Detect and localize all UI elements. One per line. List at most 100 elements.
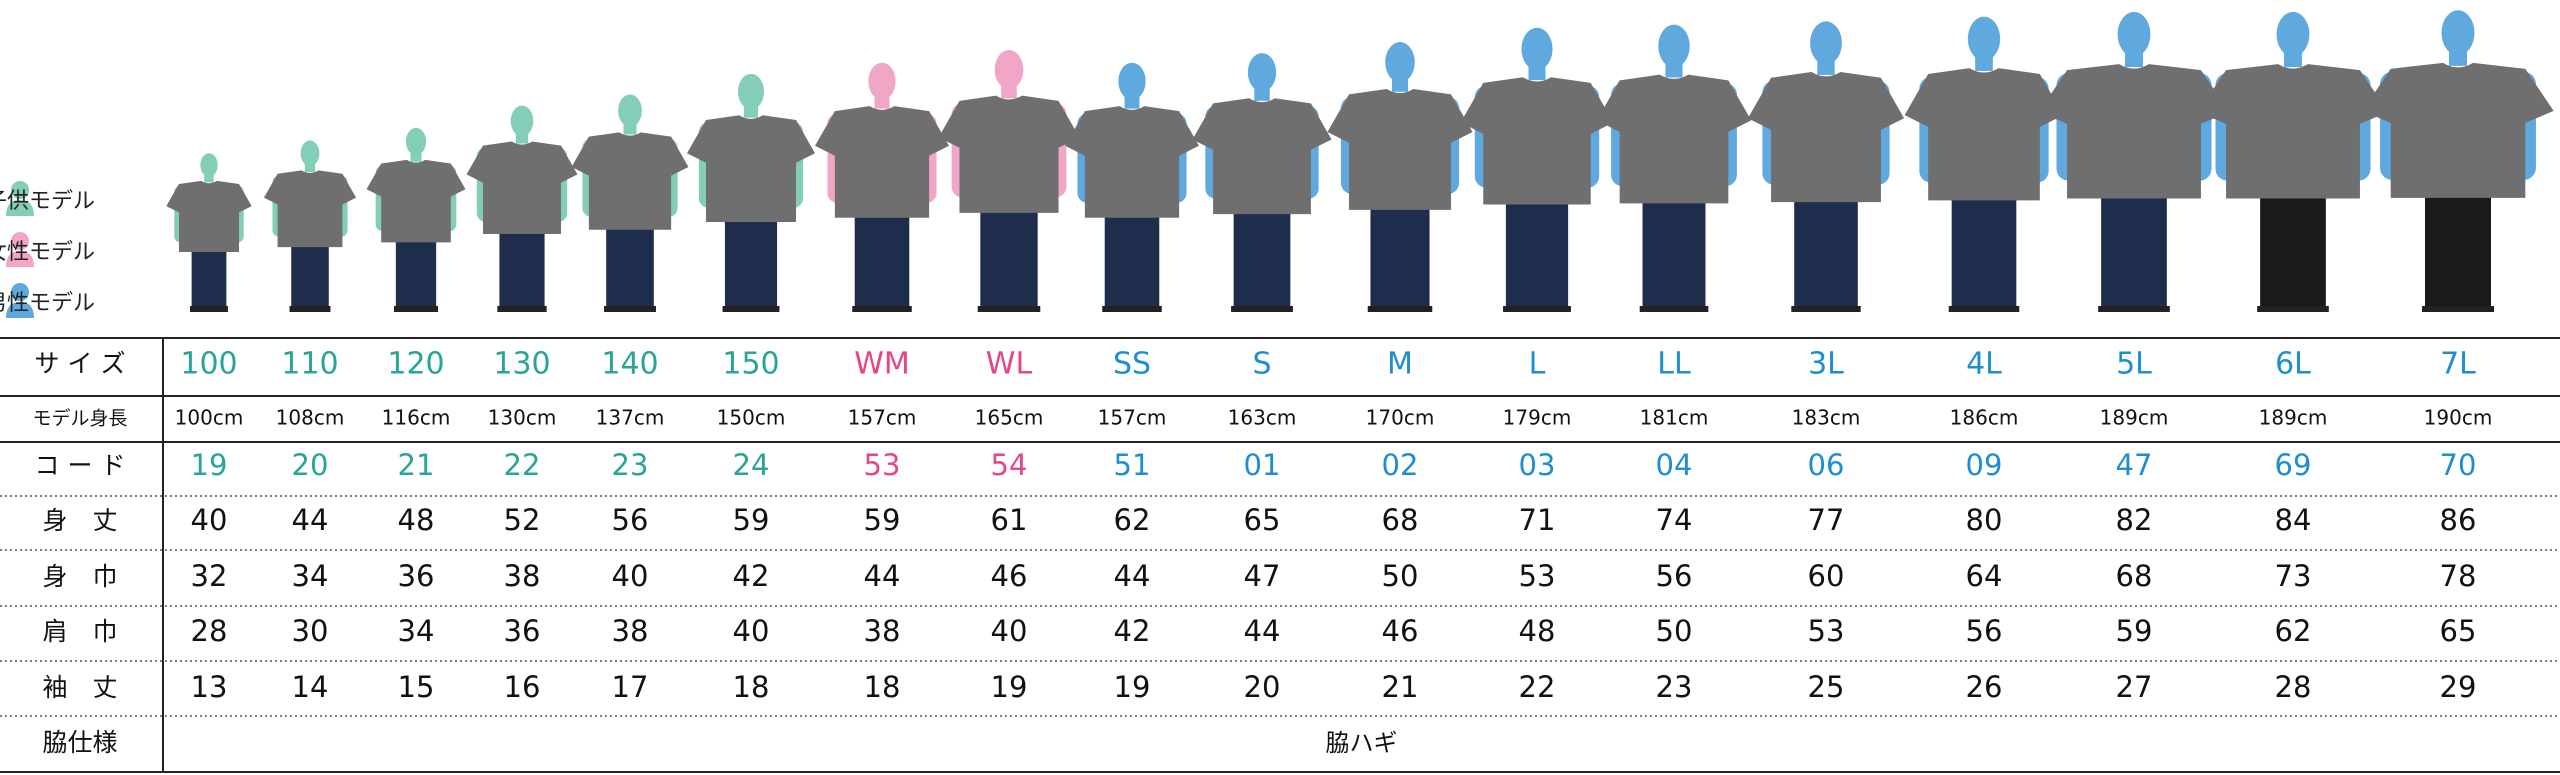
measurement: 44 (1114, 559, 1151, 593)
measurement: 44 (1244, 614, 1281, 648)
size-label: WL (986, 347, 1033, 382)
legend-icon-head (11, 283, 29, 301)
measurement: 34 (292, 559, 329, 593)
measurement: 47 (1244, 559, 1281, 593)
model-figure (1327, 42, 1473, 312)
figure-head (2276, 11, 2310, 57)
figure-shoes (497, 306, 547, 312)
product-code: 51 (1114, 448, 1151, 482)
model-height: 170cm (1366, 406, 1435, 430)
model-height: 163cm (1228, 406, 1297, 430)
model-figure (938, 49, 1080, 312)
figure-shirt (166, 180, 252, 252)
measurement: 46 (991, 559, 1028, 593)
model-height: 150cm (717, 406, 786, 430)
size-label: LL (1657, 347, 1691, 382)
figure-shoes (604, 306, 656, 312)
figure-head (2117, 11, 2151, 57)
measurement: 50 (1382, 559, 1419, 593)
figure-shoes (1231, 306, 1293, 312)
product-code: 69 (2275, 448, 2312, 482)
product-code: 53 (864, 448, 901, 482)
figure-shoes (2421, 306, 2495, 312)
measurement: 17 (612, 670, 649, 704)
figure-shoes (1503, 306, 1571, 312)
figure-shoes (722, 306, 780, 312)
figure-shoes (394, 306, 438, 312)
figure-shirt (1596, 74, 1752, 204)
measurement: 71 (1519, 503, 1556, 537)
figure-legs (291, 240, 329, 308)
figure-legs (1505, 193, 1569, 308)
figure-head (1118, 62, 1146, 100)
legend-icon-body (6, 200, 34, 216)
size-label: S (1252, 347, 1271, 382)
product-code: 47 (2116, 448, 2153, 482)
table-lines (0, 337, 2560, 773)
figure-shirt (1460, 77, 1614, 205)
model-height: 116cm (382, 406, 451, 430)
measurement: 68 (1382, 503, 1419, 537)
row-header: 身 巾 (42, 562, 117, 591)
measurement: 28 (2275, 670, 2312, 704)
figure-shoes (1102, 306, 1162, 312)
measurement: 60 (1808, 559, 1845, 593)
figure-shirt (263, 170, 357, 248)
measurement: 26 (1966, 670, 2003, 704)
row-header: コ ー ド (35, 451, 126, 480)
model-height: 157cm (1098, 406, 1167, 430)
measurement: 40 (733, 614, 770, 648)
measurement: 40 (612, 559, 649, 593)
figure-shirt (938, 95, 1080, 213)
measurement: 65 (2440, 614, 2477, 648)
measurement: 48 (398, 503, 435, 537)
model-height: 186cm (1950, 406, 2019, 430)
figure-shirt (1747, 72, 1905, 203)
figure-legs (980, 202, 1038, 308)
figure-legs (854, 207, 910, 308)
figure-shoes (2257, 306, 2329, 312)
measurement: 36 (504, 614, 541, 648)
product-code: 06 (1808, 448, 1845, 482)
model-figure (571, 94, 689, 312)
legend-label: 男性モデル (0, 291, 95, 316)
measurement: 23 (1656, 670, 1693, 704)
figure-shoes (1948, 306, 2020, 312)
figure-shirt (2197, 64, 2389, 199)
figure-shirt (466, 141, 578, 234)
measurement: 59 (2116, 614, 2153, 648)
measurement: 34 (398, 614, 435, 648)
figure-shirt (1065, 106, 1199, 218)
measurement: 59 (864, 503, 901, 537)
figure-shoes (2098, 306, 2170, 312)
model-height: 157cm (848, 406, 917, 430)
figure-head (1967, 16, 2001, 61)
model-height: 183cm (1792, 406, 1861, 430)
measurement: 25 (1808, 670, 1845, 704)
measurement: 13 (191, 670, 228, 704)
figure-legs (606, 221, 654, 308)
model-height: 190cm (2424, 406, 2493, 430)
measurement: 53 (1808, 614, 1845, 648)
figure-shoes (1367, 306, 1433, 312)
legend-icon-body (6, 251, 34, 267)
figure-legs (1104, 207, 1160, 308)
measurement: 40 (991, 614, 1028, 648)
figure-head (994, 49, 1024, 90)
measurement: 86 (2440, 503, 2477, 537)
row-header: 身 丈 (42, 506, 117, 535)
size-label: SS (1113, 347, 1151, 382)
model-height: 100cm (175, 406, 244, 430)
measurement: 84 (2275, 503, 2312, 537)
figure-head (2441, 10, 2475, 56)
size-label: 150 (722, 347, 779, 382)
size-label: WM (854, 347, 910, 382)
measurement: 77 (1808, 503, 1845, 537)
model-figure (815, 62, 949, 312)
measurement: 38 (612, 614, 649, 648)
figure-legs (2424, 185, 2492, 308)
size-label: 5L (2116, 347, 2152, 382)
product-code: 23 (612, 448, 649, 482)
measurement: 64 (1966, 559, 2003, 593)
